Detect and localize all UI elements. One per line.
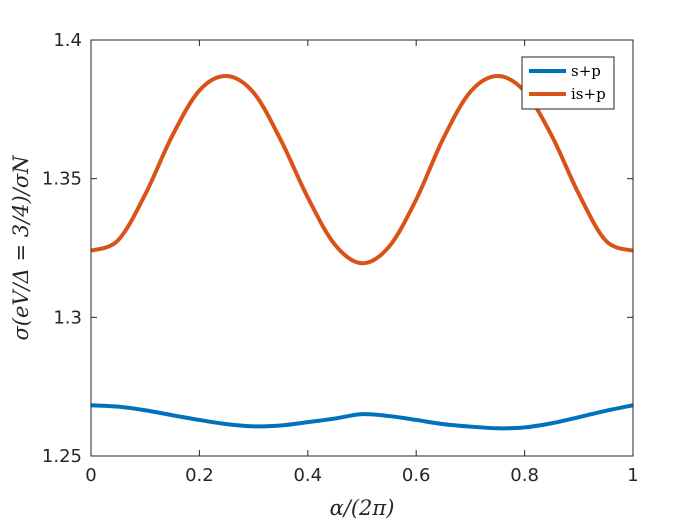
legend-box (521, 56, 615, 110)
series-layer (90, 74, 634, 431)
series-line-s-p (90, 403, 634, 431)
legend-label-s-p: s+p (571, 62, 601, 80)
y-axis-title: σ(eV/Δ = 3/4)/σN (9, 155, 33, 341)
legend: s+p is+p (521, 56, 615, 110)
y-tick-label: 1.3 (53, 307, 82, 328)
x-tick-label: 1 (627, 465, 638, 486)
series-line-is-p (90, 74, 634, 266)
x-tick-label: 0 (85, 465, 96, 486)
x-tick-label: 0.2 (185, 465, 214, 486)
y-tick-label: 1.25 (42, 446, 82, 467)
y-tick-label: 1.4 (53, 30, 82, 51)
legend-label-is-p: is+p (571, 85, 606, 103)
axes-box (90, 39, 634, 457)
x-axis-title: α/(2π) (330, 496, 395, 520)
x-tick-label: 0.8 (510, 465, 539, 486)
y-tick-label: 1.35 (42, 169, 82, 190)
axes-layer: 0 0.2 0.4 0.6 0.8 1 1.25 1.3 1.35 1.4 (42, 30, 639, 486)
x-tick-label: 0.6 (402, 465, 431, 486)
x-tick-label: 0.4 (293, 465, 322, 486)
